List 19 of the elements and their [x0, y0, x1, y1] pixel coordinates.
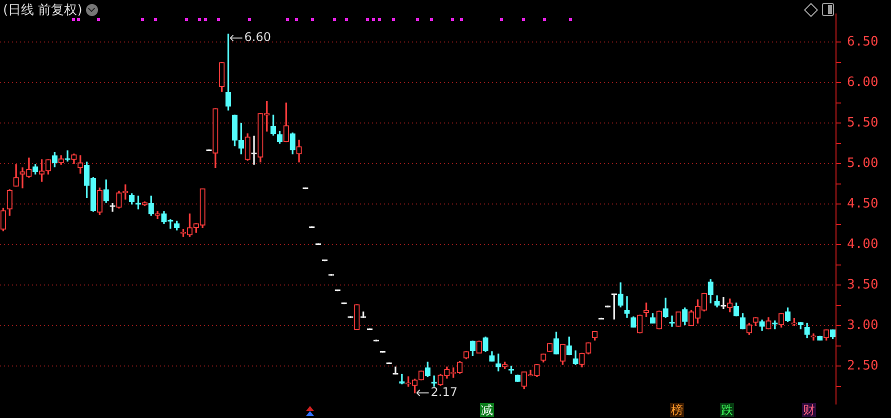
chart-title: (日线 前复权) — [3, 2, 82, 19]
y-tick-label: 5.50 — [847, 116, 878, 131]
annotation: 榜 — [670, 403, 684, 417]
annotation: 财 — [802, 403, 816, 417]
candlestick — [251, 136, 257, 165]
y-tick-label: 5.00 — [847, 156, 878, 172]
annotation: 减 — [480, 403, 494, 417]
annotation: 2.17 — [430, 384, 458, 399]
y-tick-label: 6.00 — [847, 75, 878, 90]
y-tick-label: 3.00 — [847, 318, 878, 334]
y-tick-label: 6.50 — [847, 34, 878, 50]
y-tick-label: 4.50 — [847, 196, 878, 212]
y-tick-label: 4.00 — [847, 237, 878, 252]
y-tick-label: 2.50 — [847, 358, 878, 374]
y-tick-label: 3.50 — [847, 278, 878, 293]
annotation: 跌 — [720, 403, 734, 417]
candlestick — [110, 203, 116, 212]
candlestick — [624, 296, 630, 318]
annotation: 6.60 — [244, 30, 272, 44]
